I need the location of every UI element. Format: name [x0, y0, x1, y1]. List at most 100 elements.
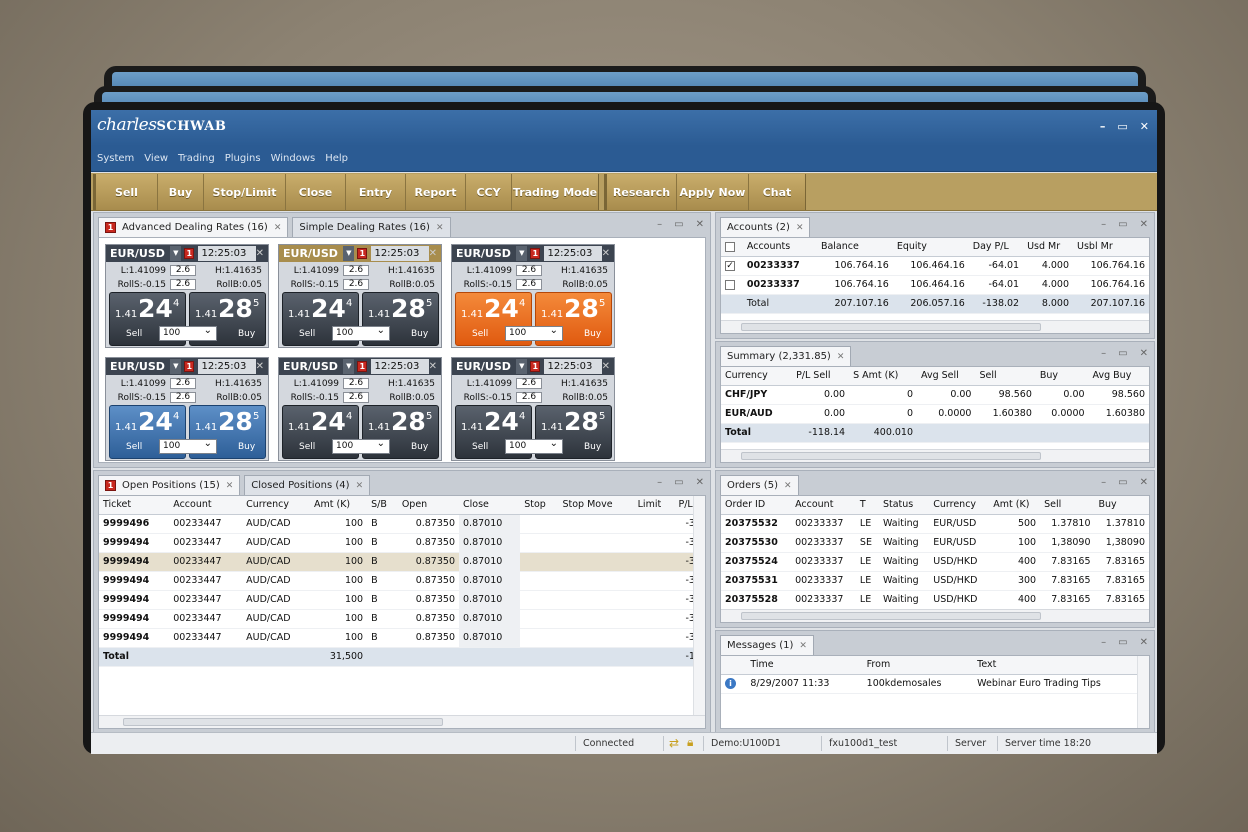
column-header[interactable]: Amt (K): [989, 496, 1041, 515]
toolbar-research-button[interactable]: Research: [607, 174, 677, 210]
column-header[interactable]: From: [862, 656, 974, 675]
column-header[interactable]: Ticket: [99, 496, 170, 515]
toolbar-sell-button[interactable]: Sell: [96, 174, 158, 210]
panel-close-icon[interactable]: ✕: [1139, 637, 1148, 648]
toolbar-apply-now-button[interactable]: Apply Now: [677, 174, 749, 210]
column-header[interactable]: Day P/L: [968, 238, 1024, 257]
table-row[interactable]: 9999494 00233447 AUD/CAD 100 B 0.87350 0.87010…: [99, 609, 705, 629]
panel-maximize-icon[interactable]: ▭: [1118, 348, 1128, 359]
panel-close-icon[interactable]: ✕: [1139, 477, 1148, 488]
select-all-checkbox[interactable]: [725, 241, 735, 252]
column-header[interactable]: P/L Sell: [792, 367, 850, 386]
close-icon[interactable]: ✕: [255, 361, 264, 372]
panel-minimize-icon[interactable]: –: [1101, 637, 1107, 648]
column-header[interactable]: Close: [459, 496, 521, 515]
quantity-select[interactable]: 100: [332, 437, 390, 454]
tab-close-icon[interactable]: ✕: [225, 480, 234, 491]
panel-minimize-icon[interactable]: –: [657, 477, 663, 488]
table-row[interactable]: 9999494 00233447 AUD/CAD 100 B 0.87350 0.87010…: [99, 552, 705, 572]
tab-summary[interactable]: Summary (2,331.85) ✕: [720, 346, 852, 366]
column-header[interactable]: Accounts: [742, 238, 817, 257]
column-header[interactable]: Currency: [242, 496, 310, 515]
message-row[interactable]: i 8/29/2007 11:33 100kdemosales Webinar Eur…: [721, 674, 1149, 694]
panel-close-icon[interactable]: ✕: [695, 219, 704, 230]
tab-close-icon[interactable]: ✕: [799, 640, 807, 651]
toolbar-buy-button[interactable]: Buy: [158, 174, 204, 210]
tab-close-icon[interactable]: ✕: [355, 480, 364, 491]
column-header[interactable]: Stop Move: [558, 496, 634, 515]
chevron-down-icon[interactable]: ▼: [170, 359, 182, 374]
table-row[interactable]: 9999496 00233447 AUD/CAD 100 B 0.87350 0.87010…: [99, 514, 705, 534]
close-icon[interactable]: ✕: [428, 248, 437, 259]
toolbar-report-button[interactable]: Report: [406, 174, 466, 210]
horizontal-scrollbar[interactable]: [721, 449, 1149, 462]
column-header[interactable]: Order ID: [721, 496, 792, 515]
toolbar-chat-button[interactable]: Chat: [762, 185, 792, 199]
table-row[interactable]: ✓ 00233337 106.764.16 106.464.16 -64.01 4.000…: [721, 256, 1149, 276]
column-header[interactable]: Stop: [520, 496, 559, 515]
column-header[interactable]: S/B: [367, 496, 398, 515]
row-checkbox[interactable]: [725, 279, 735, 290]
column-header[interactable]: Buy: [1035, 367, 1089, 386]
sell-price-button[interactable]: 1.41 24 4 Sell: [282, 405, 359, 459]
tab-closed-positions[interactable]: Closed Positions (4) ✕: [244, 475, 371, 495]
tab-open-positions[interactable]: 1 Open Positions (15) ✕: [98, 475, 241, 495]
close-icon[interactable]: ✕: [601, 248, 610, 259]
column-header[interactable]: T: [855, 496, 879, 515]
quantity-select[interactable]: 100: [332, 324, 390, 341]
panel-maximize-icon[interactable]: ▭: [1118, 477, 1128, 488]
close-icon[interactable]: ✕: [601, 361, 610, 372]
table-row[interactable]: 20375532 00233337 LE Waiting EUR/USD 500 1.378…: [721, 514, 1149, 534]
table-row[interactable]: 9999494 00233447 AUD/CAD 100 B 0.87350 0.87010…: [99, 571, 705, 591]
column-header[interactable]: Balance: [816, 238, 893, 257]
close-icon[interactable]: ✕: [255, 248, 264, 259]
quantity-select[interactable]: 100: [505, 324, 563, 341]
column-header[interactable]: Currency: [929, 496, 990, 515]
column-header[interactable]: Equity: [892, 238, 969, 257]
table-row[interactable]: 9999494 00233447 AUD/CAD 100 B 0.87350 0.87010…: [99, 590, 705, 610]
table-row[interactable]: 20375530 00233337 SE Waiting EUR/USD 100 1,380…: [721, 533, 1149, 553]
panel-maximize-icon[interactable]: ▭: [674, 477, 684, 488]
menu-view[interactable]: View: [144, 153, 169, 164]
column-header[interactable]: Open: [397, 496, 459, 515]
table-row[interactable]: 20375524 00233337 LE Waiting USD/HKD 400 7.831…: [721, 552, 1149, 572]
tab-close-icon[interactable]: ✕: [836, 351, 845, 362]
column-header[interactable]: Currency: [721, 367, 793, 386]
panel-maximize-icon[interactable]: ▭: [1118, 637, 1128, 648]
tab-advanced-dealing-rates[interactable]: 1 Advanced Dealing Rates (16) ✕: [98, 217, 289, 237]
toolbar-ccy-button[interactable]: CCY: [466, 174, 512, 210]
chevron-down-icon[interactable]: ▼: [170, 246, 182, 261]
tab-simple-dealing-rates[interactable]: Simple Dealing Rates (16) ✕: [292, 217, 451, 237]
tab-accounts[interactable]: Accounts (2) ✕: [720, 217, 811, 237]
quantity-select[interactable]: 100: [159, 437, 217, 454]
tab-close-icon[interactable]: ✕: [795, 222, 804, 233]
close-icon[interactable]: ✕: [428, 361, 437, 372]
column-header[interactable]: Usd Mr: [1023, 238, 1074, 257]
table-row[interactable]: CHF/JPY 0.00 0 0.00 98.560 0.00 98.560: [721, 385, 1149, 405]
chevron-down-icon[interactable]: ▼: [516, 246, 528, 261]
panel-maximize-icon[interactable]: ▭: [1118, 219, 1128, 230]
quantity-select[interactable]: 100: [505, 437, 563, 454]
panel-maximize-icon[interactable]: ▭: [674, 219, 684, 230]
column-header[interactable]: Sell: [975, 367, 1036, 386]
buy-price-button[interactable]: 1.41 28 5 Buy: [362, 405, 439, 459]
tab-close-icon[interactable]: ✕: [273, 222, 282, 233]
column-header[interactable]: Status: [878, 496, 930, 515]
table-row[interactable]: EUR/AUD 0.00 0 0.0000 1.60380 0.0000 1.60380: [721, 404, 1149, 424]
horizontal-scrollbar[interactable]: [721, 320, 1149, 333]
horizontal-scrollbar[interactable]: [99, 715, 705, 728]
tab-close-icon[interactable]: ✕: [435, 222, 444, 233]
toolbar-trading-mode-button[interactable]: Trading Mode: [512, 185, 598, 199]
menu-plugins[interactable]: Plugins: [224, 153, 261, 164]
column-header[interactable]: Usbl Mr: [1073, 238, 1149, 257]
panel-minimize-icon[interactable]: –: [657, 219, 663, 230]
tab-close-icon[interactable]: ✕: [783, 480, 792, 491]
column-header[interactable]: S Amt (K): [849, 367, 918, 386]
panel-minimize-icon[interactable]: –: [1101, 477, 1107, 488]
column-header[interactable]: Avg Sell: [917, 367, 976, 386]
column-header[interactable]: Amt (K): [309, 496, 368, 515]
table-row[interactable]: 9999494 00233447 AUD/CAD 100 B 0.87350 0.87010…: [99, 533, 705, 553]
table-row[interactable]: 20375528 00233337 LE Waiting USD/HKD 400 7.831…: [721, 590, 1149, 610]
column-header[interactable]: Time: [746, 656, 863, 675]
column-header[interactable]: Account: [791, 496, 856, 515]
